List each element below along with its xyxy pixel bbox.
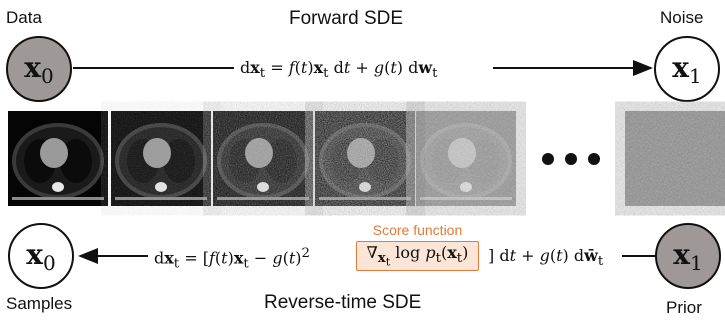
data-label: Data (6, 8, 42, 27)
ct-image-noise (625, 111, 725, 206)
node-x0-samples-var: x0 (26, 237, 56, 275)
prior-label: Prior (666, 298, 702, 317)
reverse-sde-title: Reverse-time SDE (264, 292, 422, 313)
node-x1-noise: x1 (654, 36, 720, 102)
score-function-label: Score function (372, 222, 463, 238)
ct-image-5 (416, 111, 516, 206)
noise-label: Noise (660, 8, 704, 27)
ct-image-1 (8, 111, 108, 206)
node-x0-samples: x0 (8, 223, 74, 289)
node-x1-prior-var: x1 (673, 237, 703, 275)
ellipsis-dot-3 (588, 153, 600, 165)
ct-image-3 (213, 111, 313, 206)
score-function-box: ∇xt log pt(xt) (356, 241, 479, 271)
ellipsis-dot-1 (542, 153, 554, 165)
node-x0-data-var: x0 (24, 50, 54, 88)
reverse-sde-equation-right: ] dt + g(t) dw̄t (488, 246, 604, 270)
reverse-sde-equation-left: dxt = [f(t)xt − g(t)2 (154, 246, 310, 272)
samples-label: Samples (6, 294, 73, 313)
node-x1-prior: x1 (655, 223, 721, 289)
forward-sde-title: Forward SDE (289, 8, 404, 29)
node-x1-noise-var: x1 (672, 50, 702, 88)
ct-image-4 (315, 111, 415, 206)
ct-image-2 (111, 111, 211, 206)
forward-sde-equation: dxt = f(t)xt dt + g(t) dwt (240, 58, 438, 82)
node-x0-data: x0 (6, 36, 72, 102)
ellipsis-dot-2 (565, 153, 577, 165)
score-function-expression: ∇xt log pt(xt) (366, 243, 469, 269)
